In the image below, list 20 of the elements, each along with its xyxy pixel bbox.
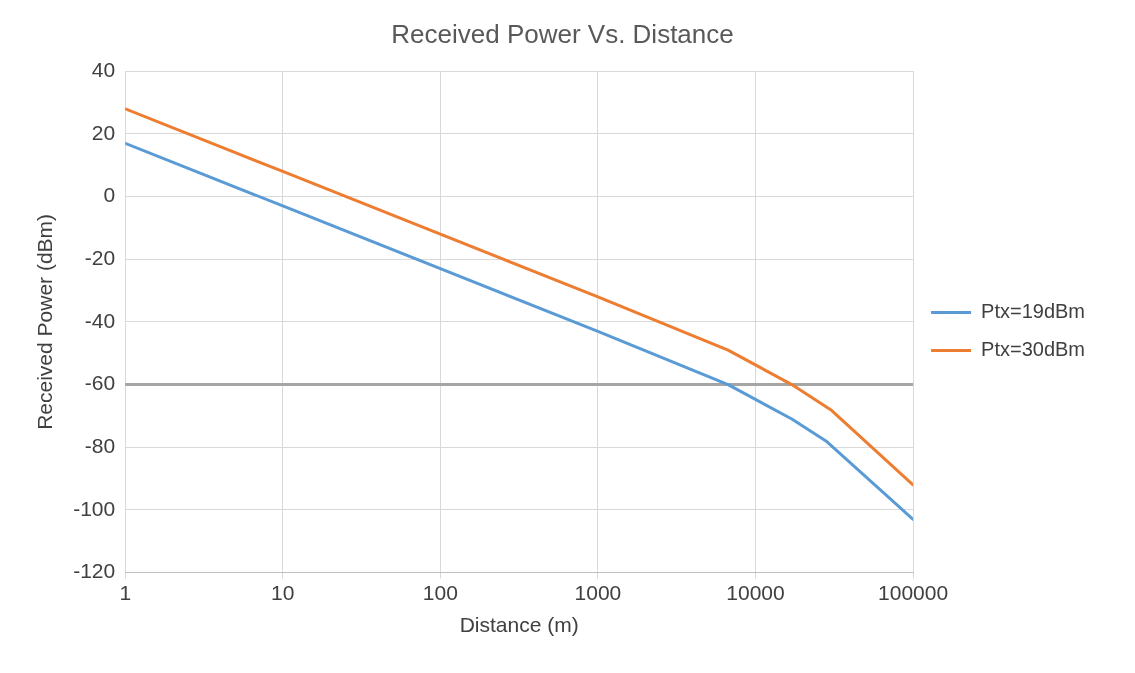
y-tick-label: -120 [73, 559, 116, 583]
y-axis-title: Received Power (dBm) [33, 213, 57, 430]
y-tick-label: -60 [84, 371, 116, 395]
y-tick-label: -100 [73, 496, 116, 520]
y-tick-label: -40 [84, 308, 116, 332]
y-tick-label: 40 [91, 58, 116, 81]
legend-label: Ptx=30dBm [981, 338, 1086, 361]
y-tick-label: 20 [91, 120, 116, 144]
x-tick-label: 10 [271, 581, 295, 604]
y-tick-label: 0 [103, 183, 116, 207]
x-tick-label: 100000 [878, 581, 949, 604]
x-tick-label: 100 [422, 581, 458, 604]
y-tick-label: -80 [84, 434, 116, 458]
x-axis-title: Distance (m) [459, 613, 579, 637]
y-tick-label: -20 [84, 246, 116, 270]
legend-label: Ptx=19dBm [981, 300, 1086, 323]
x-tick-label: 1 [119, 581, 132, 604]
x-tick-label: 10000 [726, 581, 785, 604]
x-tick-label: 1000 [574, 581, 622, 604]
chart-title: Received Power Vs. Distance [391, 18, 734, 49]
